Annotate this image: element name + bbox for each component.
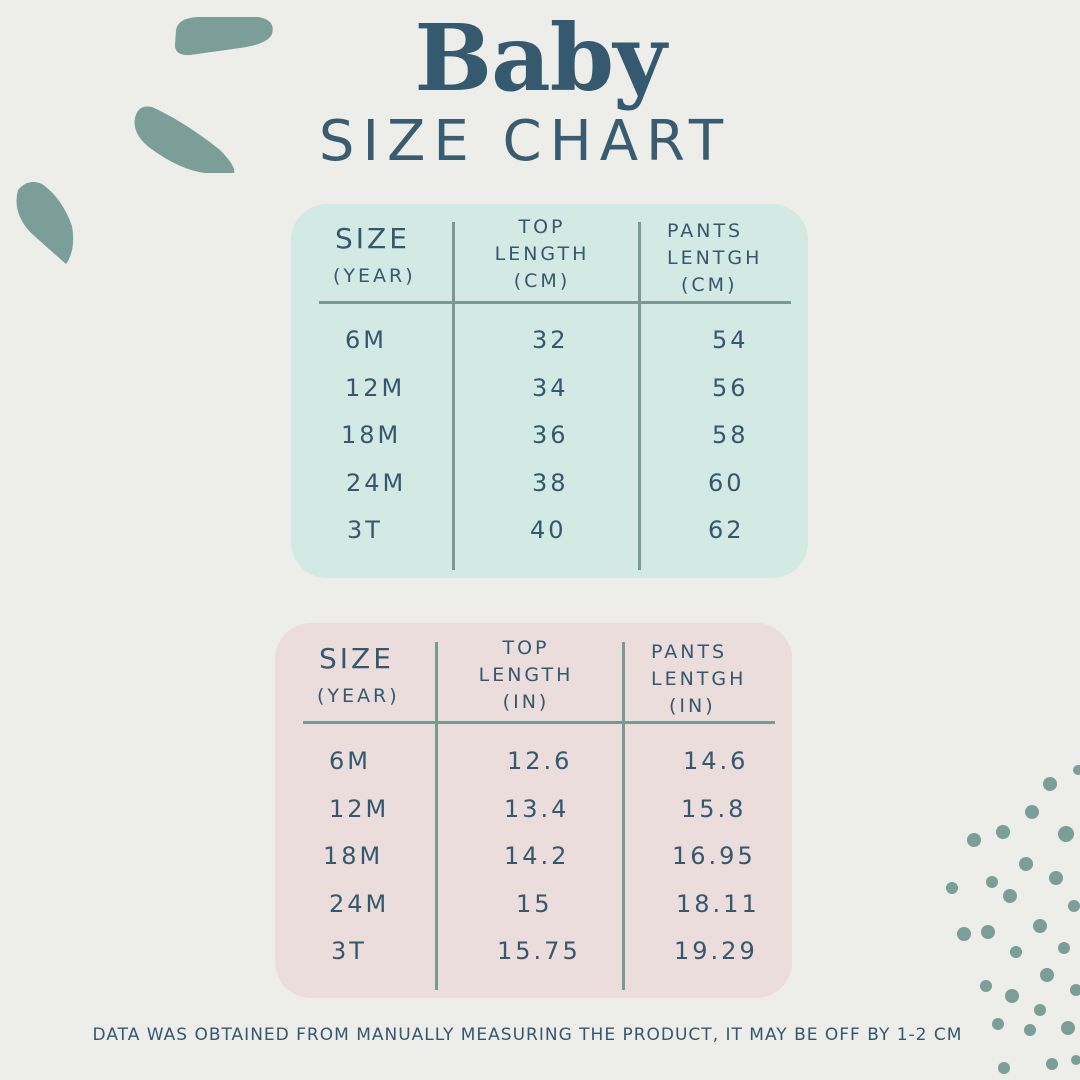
dot (1005, 989, 1019, 1003)
dot (1061, 1021, 1075, 1035)
size-table-in: SIZE (YEAR) TOP LENGTH (IN) PANTS LENTGH… (275, 623, 792, 998)
header-divider (319, 301, 791, 304)
page-title: Baby (414, 4, 666, 112)
column-divider (622, 642, 625, 990)
cell-pants: 62 (708, 516, 745, 544)
size-table-cm: SIZE (YEAR) TOP LENGTH (CM) PANTS LENTGH… (291, 204, 808, 578)
dot (1046, 1058, 1058, 1070)
dot (998, 1062, 1010, 1074)
dot (1033, 919, 1047, 933)
cell-size: 24M (329, 890, 390, 918)
cell-pants: 14.6 (683, 747, 749, 775)
page-subtitle: SIZE CHART (318, 109, 732, 174)
dot (1071, 1055, 1080, 1065)
header-top-length: TOP LENGTH (IN) (478, 637, 574, 713)
cell-top: 36 (532, 421, 569, 449)
cell-size: 18M (341, 421, 402, 449)
cell-size: 6M (329, 747, 371, 775)
dot (1040, 968, 1054, 982)
cell-top: 15.75 (497, 937, 581, 965)
cell-pants: 56 (712, 374, 749, 402)
dot (1073, 765, 1080, 775)
cell-pants: 60 (708, 469, 745, 497)
dot (1034, 1004, 1046, 1016)
cell-size: 24M (346, 469, 407, 497)
cell-top: 14.2 (504, 842, 570, 870)
cell-size: 18M (323, 842, 384, 870)
header-size-unit: (YEAR) (317, 685, 400, 707)
cell-top: 12.6 (507, 747, 573, 775)
dot (980, 980, 992, 992)
dot (1070, 984, 1080, 996)
cell-size: 12M (329, 795, 390, 823)
header-top-length: TOP LENGTH (CM) (494, 216, 590, 292)
dot (1025, 805, 1039, 819)
header-size: SIZE (319, 642, 394, 675)
cell-pants: 19.29 (674, 937, 758, 965)
header-size-unit: (YEAR) (333, 265, 416, 287)
dot (1043, 777, 1057, 791)
footer-note: DATA WAS OBTAINED FROM MANUALLY MEASURIN… (92, 1025, 963, 1045)
dot (996, 825, 1010, 839)
column-divider (435, 642, 438, 990)
dot (1049, 871, 1063, 885)
dot (1058, 826, 1074, 842)
dot (957, 927, 971, 941)
cell-pants: 16.95 (672, 842, 756, 870)
dot (986, 876, 998, 888)
dot (946, 882, 958, 894)
dot (1019, 857, 1033, 871)
dot (1003, 889, 1017, 903)
cell-size: 6M (345, 326, 387, 354)
cell-top: 15 (516, 890, 553, 918)
cell-size: 3T (331, 937, 367, 965)
cell-top: 40 (530, 516, 567, 544)
cell-top: 13.4 (504, 795, 570, 823)
dot (981, 925, 995, 939)
dot (1068, 900, 1080, 912)
column-divider (638, 222, 641, 570)
cell-pants: 58 (712, 421, 749, 449)
leaf-shape (16, 182, 74, 264)
dot (1058, 942, 1070, 954)
cell-pants: 54 (712, 326, 749, 354)
leaf-shape (175, 17, 273, 56)
leaf-decoration (16, 17, 273, 264)
dot (1010, 946, 1022, 958)
header-pants-length: PANTS LENTGH (CM) (667, 220, 763, 296)
cell-pants: 18.11 (676, 890, 760, 918)
cell-top: 32 (532, 326, 569, 354)
header-size: SIZE (335, 222, 410, 255)
header-divider (303, 721, 775, 724)
cell-size: 12M (345, 374, 406, 402)
cell-top: 38 (532, 469, 569, 497)
cell-top: 34 (532, 374, 569, 402)
cell-size: 3T (347, 516, 383, 544)
column-divider (452, 222, 455, 570)
leaf-shape (134, 106, 235, 173)
header-pants-length: PANTS LENTGH (IN) (651, 641, 747, 717)
cell-pants: 15.8 (681, 795, 747, 823)
dot (967, 833, 981, 847)
